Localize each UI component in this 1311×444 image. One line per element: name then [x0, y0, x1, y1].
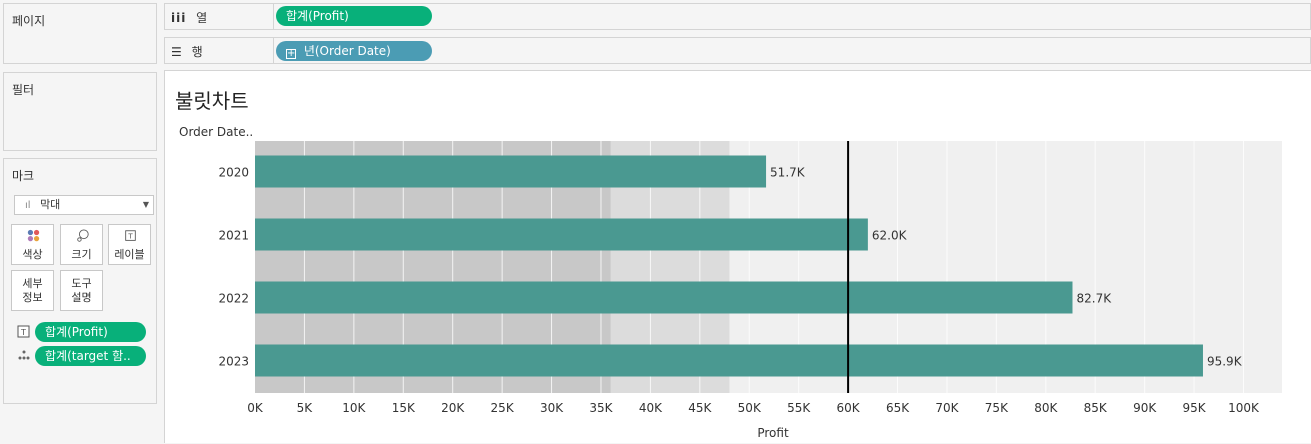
pages-panel[interactable]: 페이지: [3, 3, 157, 64]
tooltip-label: 도구 설명: [61, 277, 102, 305]
category-label-2021: 2021: [218, 229, 249, 243]
detail-label: 세부 정보: [12, 277, 53, 305]
x-tick-12: 60K: [837, 401, 861, 415]
bar-2020[interactable]: [255, 155, 767, 188]
x-tick-0: 0K: [247, 401, 264, 415]
data-label-2023: 95.9K: [1207, 355, 1243, 369]
x-tick-18: 90K: [1133, 401, 1157, 415]
svg-text:T: T: [127, 233, 133, 241]
bar-2022[interactable]: [255, 281, 1073, 314]
category-label-2020: 2020: [218, 166, 249, 180]
rows-pill-year[interactable]: + 년(Order Date): [276, 41, 432, 61]
x-tick-5: 25K: [491, 401, 515, 415]
x-tick-17: 85K: [1084, 401, 1108, 415]
x-tick-2: 10K: [342, 401, 366, 415]
pages-title: 페이지: [12, 14, 46, 28]
columns-icon: iii: [171, 11, 187, 25]
detail-line2: 정보: [22, 291, 43, 304]
size-icon: [77, 229, 89, 242]
x-tick-15: 75K: [985, 401, 1009, 415]
data-label-2020: 51.7K: [770, 166, 806, 180]
x-tick-11: 55K: [787, 401, 811, 415]
detail-dots-icon: [18, 350, 30, 360]
shelf-divider: [273, 38, 274, 63]
label-label: 레이블: [114, 248, 145, 261]
sheet-title: 불릿차트: [175, 89, 249, 113]
text-icon: T: [17, 325, 30, 338]
x-tick-10: 50K: [738, 401, 762, 415]
rows-label-text: 행: [191, 45, 203, 59]
view-canvas[interactable]: 불릿차트 2020 51.7K 2021 62.0K 2022 82.7K 2023 95.9…: [164, 70, 1311, 443]
mark-field-target[interactable]: 합계(target 함..: [35, 346, 146, 366]
x-tick-13: 65K: [886, 401, 910, 415]
data-label-2021: 62.0K: [872, 229, 908, 243]
x-tick-16: 80K: [1034, 401, 1058, 415]
x-tick-4: 20K: [441, 401, 465, 415]
bar-2023[interactable]: [255, 344, 1203, 377]
x-tick-6: 30K: [540, 401, 564, 415]
filters-title: 필터: [12, 83, 35, 97]
x-tick-20: 100K: [1228, 401, 1260, 415]
category-label-2023: 2023: [218, 355, 249, 369]
expand-plus-icon: +: [286, 48, 296, 59]
size-button[interactable]: 크기: [60, 224, 103, 265]
mark-field-profit[interactable]: 합계(Profit): [35, 322, 146, 342]
columns-shelf-label: iii 열: [171, 9, 207, 26]
text-icon: T: [125, 230, 136, 241]
detail-line1: 세부: [22, 277, 43, 290]
x-tick-14: 70K: [935, 401, 959, 415]
rows-shelf[interactable]: ☰ 행 + 년(Order Date): [164, 37, 1311, 64]
x-tick-9: 45K: [688, 401, 712, 415]
svg-text:T: T: [20, 328, 26, 337]
columns-pill-profit[interactable]: 합계(Profit): [276, 6, 432, 26]
columns-shelf[interactable]: iii 열 합계(Profit): [164, 3, 1311, 30]
data-label-2022: 82.7K: [1076, 292, 1112, 306]
category-label-2022: 2022: [218, 292, 249, 306]
label-button[interactable]: T 레이블: [108, 224, 151, 265]
row-header: Order Date..: [179, 125, 253, 139]
color-icon: [27, 229, 40, 242]
x-axis-title: Profit: [757, 426, 789, 440]
chevron-down-icon: ▼: [142, 200, 149, 209]
bar-2021[interactable]: [255, 218, 868, 251]
bullet-chart[interactable]: 2020 51.7K 2021 62.0K 2022 82.7K 2023 95.9K Orde…: [165, 71, 1311, 444]
detail-button[interactable]: 세부 정보: [11, 270, 54, 311]
columns-label-text: 열: [196, 11, 208, 25]
marks-panel: 마크 ıl 막대 ▼ 색상 크기 T 레이블 세부 정보 도구 설: [3, 158, 157, 404]
x-tick-1: 5K: [297, 401, 314, 415]
bar-chart-icon: ıl: [25, 200, 31, 211]
x-tick-3: 15K: [392, 401, 416, 415]
shelf-divider: [273, 4, 274, 29]
color-button[interactable]: 색상: [11, 224, 54, 265]
tooltip-line1: 도구: [71, 277, 92, 290]
tooltip-line2: 설명: [71, 291, 92, 304]
mark-type-dropdown[interactable]: ıl 막대 ▼: [14, 195, 154, 215]
size-label: 크기: [71, 248, 92, 261]
rows-pill-text: 년(Order Date): [303, 44, 391, 58]
mark-type-value: 막대: [40, 198, 61, 211]
tooltip-button[interactable]: 도구 설명: [60, 270, 103, 311]
marks-title: 마크: [12, 169, 35, 183]
x-tick-7: 35K: [589, 401, 613, 415]
x-tick-19: 95K: [1183, 401, 1207, 415]
filters-panel[interactable]: 필터: [3, 72, 157, 151]
rows-icon: ☰: [171, 45, 182, 59]
x-tick-8: 40K: [639, 401, 663, 415]
rows-shelf-label: ☰ 행: [171, 43, 203, 60]
color-label: 색상: [22, 248, 43, 261]
